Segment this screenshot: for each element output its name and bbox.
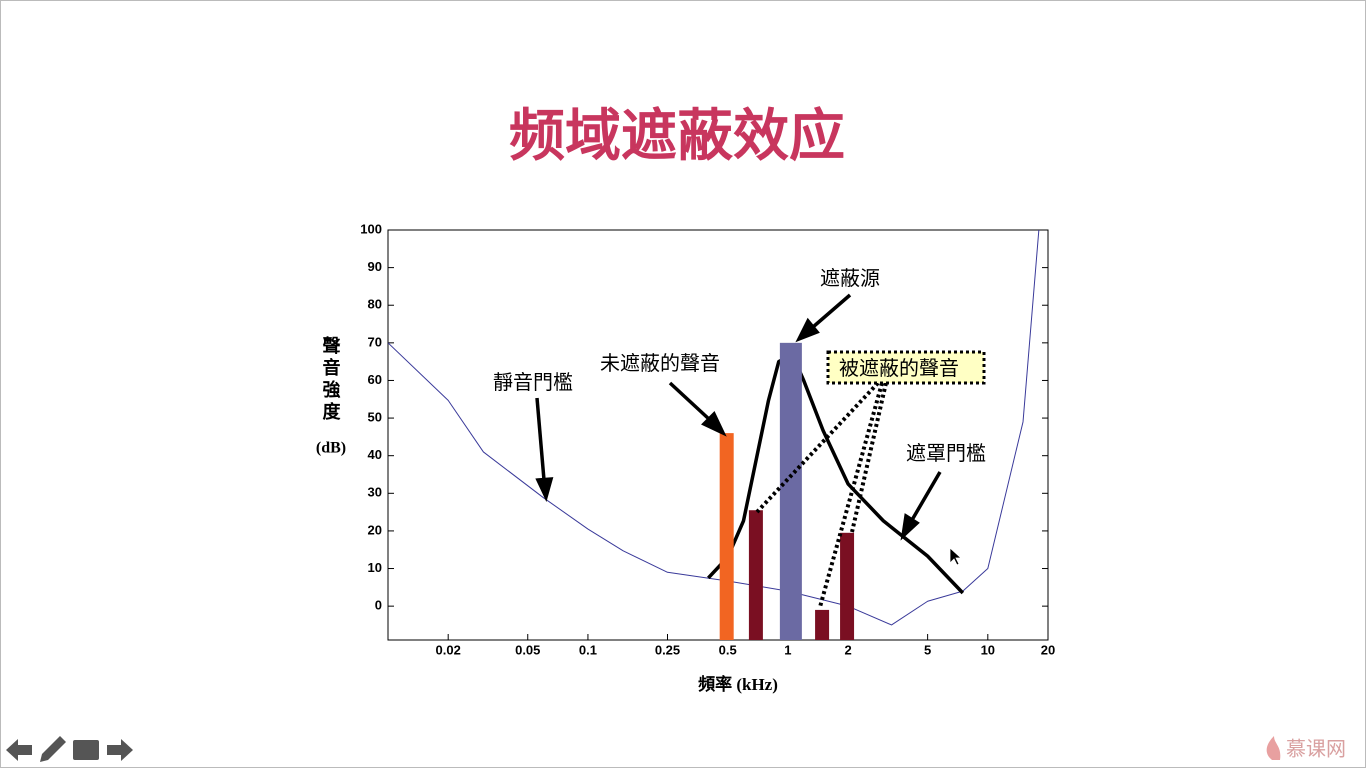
- y-tick-label: 100: [360, 221, 382, 236]
- y-tick-label: 60: [368, 372, 382, 387]
- y-tick-label: 20: [368, 522, 382, 537]
- annotation: 被遮蔽的聲音: [839, 356, 959, 380]
- annotation: 遮罩門檻: [906, 441, 986, 465]
- chart: 0 10 20 30 40 50 60 70 80 90 100 0.02 0.05 0.1 0.25 0.5…: [360, 221, 1055, 657]
- arrow-head: [535, 477, 554, 503]
- mouse-cursor: [949, 547, 963, 566]
- arrow-head: [701, 411, 727, 437]
- y-tick-label: 80: [368, 297, 382, 312]
- slide-title: 频域遮蔽效应: [509, 104, 845, 169]
- bar: [815, 609, 830, 640]
- watermark-logo: [1266, 736, 1281, 760]
- y-axis-unit: (dB): [316, 440, 346, 457]
- y-tick-label: 10: [368, 560, 382, 575]
- pointer: [850, 382, 888, 533]
- x-tick-label: 0.02: [436, 642, 461, 657]
- pointer: [818, 382, 884, 608]
- pen-button[interactable]: [40, 736, 66, 762]
- arrow: [910, 471, 942, 521]
- menu-button[interactable]: [73, 740, 99, 760]
- arrow-head: [900, 513, 920, 541]
- y-tick-label: 40: [368, 447, 382, 462]
- x-tick-label: 2: [844, 642, 851, 657]
- x-axis-label: 頻率 (kHz): [697, 674, 778, 694]
- y-tick-label: 70: [368, 334, 382, 349]
- bar: [748, 510, 763, 640]
- plot-frame: [387, 229, 1049, 641]
- x-tick-label: 0.1: [579, 642, 597, 657]
- y-tick-label: 90: [368, 259, 382, 274]
- x-tick-label: 0.5: [719, 642, 737, 657]
- arrow: [668, 381, 712, 422]
- bar: [719, 433, 734, 640]
- bar: [840, 532, 855, 640]
- annotation-box: [826, 350, 986, 385]
- x-tick-label: 10: [981, 642, 995, 657]
- x-tick-label: 5: [924, 642, 931, 657]
- next-button[interactable]: [107, 739, 133, 761]
- y-axis-label: 聲音強度: [320, 335, 341, 424]
- arrow: [535, 397, 546, 481]
- watermark: 慕课网: [1266, 736, 1346, 761]
- dotted-pointers: [755, 381, 888, 608]
- y-tick-label: 0: [375, 598, 382, 613]
- x-tick-label: 20: [1041, 642, 1055, 657]
- annotation: 遮蔽源: [820, 266, 880, 290]
- y-tick-label: 30: [368, 485, 382, 500]
- bar: [779, 342, 802, 640]
- y-tick-label: 50: [368, 410, 382, 425]
- prev-button[interactable]: [6, 739, 32, 761]
- slide-nav[interactable]: [6, 736, 133, 762]
- annotation: 靜音門檻: [493, 370, 573, 394]
- x-tick-label: 0.25: [655, 642, 680, 657]
- arrow-head: [795, 317, 820, 343]
- arrow: [811, 293, 852, 329]
- watermark-text: 慕课网: [1286, 737, 1346, 761]
- annotations: [535, 293, 942, 541]
- annotation: 未遮蔽的聲音: [600, 351, 720, 375]
- x-tick-label: 1: [784, 642, 791, 657]
- x-tick-label: 0.05: [515, 642, 540, 657]
